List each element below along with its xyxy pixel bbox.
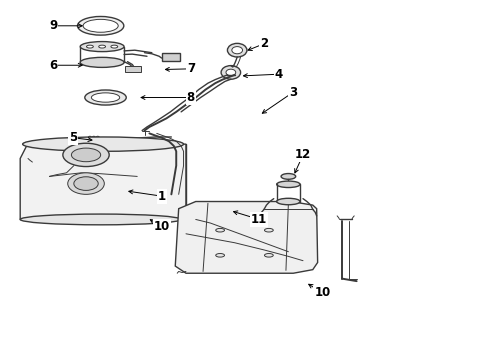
Text: 3: 3 xyxy=(288,86,297,99)
Ellipse shape xyxy=(83,19,118,32)
Ellipse shape xyxy=(63,143,109,167)
Ellipse shape xyxy=(111,45,118,48)
Ellipse shape xyxy=(276,198,300,205)
Ellipse shape xyxy=(264,228,273,232)
Ellipse shape xyxy=(68,173,104,194)
Ellipse shape xyxy=(91,136,96,143)
Ellipse shape xyxy=(20,214,181,225)
Text: 11: 11 xyxy=(250,213,267,226)
Ellipse shape xyxy=(87,136,92,143)
Ellipse shape xyxy=(215,253,224,257)
Polygon shape xyxy=(175,202,317,273)
Text: 7: 7 xyxy=(186,62,195,75)
Text: 8: 8 xyxy=(186,91,195,104)
Ellipse shape xyxy=(281,174,295,179)
Ellipse shape xyxy=(77,17,123,35)
Bar xyxy=(161,53,180,61)
Ellipse shape xyxy=(22,137,183,151)
Ellipse shape xyxy=(227,43,246,57)
Text: 6: 6 xyxy=(49,59,58,72)
Ellipse shape xyxy=(86,45,93,48)
Ellipse shape xyxy=(99,45,105,48)
Text: 9: 9 xyxy=(49,19,58,32)
Ellipse shape xyxy=(264,253,273,257)
Ellipse shape xyxy=(71,148,101,162)
Ellipse shape xyxy=(80,57,124,67)
Text: 4: 4 xyxy=(274,68,282,81)
Text: 10: 10 xyxy=(314,287,330,300)
Ellipse shape xyxy=(276,181,300,188)
Text: 10: 10 xyxy=(153,220,169,233)
Ellipse shape xyxy=(231,46,242,54)
Ellipse shape xyxy=(80,41,124,51)
Ellipse shape xyxy=(91,93,120,102)
Ellipse shape xyxy=(221,66,240,79)
Text: 5: 5 xyxy=(69,131,77,144)
Ellipse shape xyxy=(215,228,224,232)
Text: 1: 1 xyxy=(157,190,165,203)
Bar xyxy=(125,66,141,72)
Ellipse shape xyxy=(74,177,98,190)
Ellipse shape xyxy=(84,90,126,105)
Polygon shape xyxy=(20,144,185,220)
Text: 12: 12 xyxy=(294,148,310,161)
Ellipse shape xyxy=(225,69,235,76)
Ellipse shape xyxy=(95,136,100,143)
Text: 2: 2 xyxy=(260,37,267,50)
